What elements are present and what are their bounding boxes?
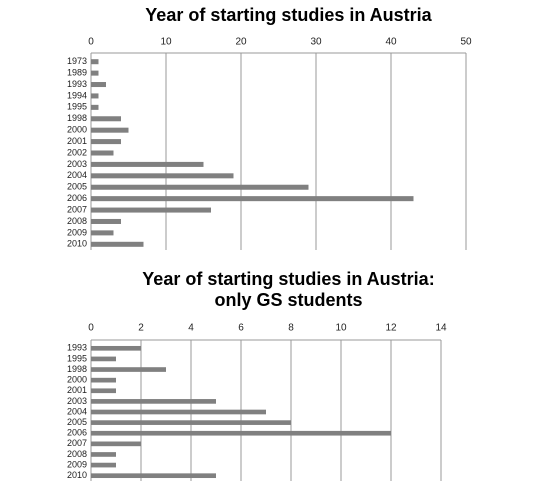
y-tick-label: 1993	[67, 79, 87, 89]
x-tick-label: 10	[160, 37, 172, 48]
bar	[91, 388, 116, 394]
bar	[91, 345, 141, 351]
y-tick-label: 1973	[67, 56, 87, 66]
y-tick-label: 2006	[67, 428, 87, 438]
y-tick-label: 1998	[67, 364, 87, 374]
x-tick-label: 12	[385, 323, 397, 334]
y-tick-label: 2007	[67, 204, 87, 214]
bar	[91, 196, 414, 202]
bar	[91, 161, 204, 167]
bar	[91, 367, 166, 372]
chart-title: Year of starting studies in Austria:	[142, 269, 434, 289]
x-tick-label: 0	[88, 37, 94, 48]
y-tick-label: 1993	[67, 343, 87, 353]
y-tick-label: 2008	[67, 449, 87, 459]
bar	[91, 70, 99, 76]
bar	[91, 420, 291, 425]
y-tick-label: 2000	[67, 125, 87, 135]
bar	[91, 184, 309, 190]
y-tick-label: 2004	[67, 406, 87, 416]
x-tick-label: 14	[435, 323, 447, 334]
bar	[91, 127, 129, 133]
x-tick-label: 6	[238, 323, 244, 334]
y-tick-label: 1995	[67, 102, 87, 112]
bar	[91, 399, 216, 404]
y-tick-label: 2002	[67, 147, 87, 157]
x-tick-label: 4	[188, 323, 194, 334]
y-tick-label: 2010	[67, 239, 87, 249]
x-tick-label: 8	[288, 323, 294, 334]
y-tick-label: 2003	[67, 396, 87, 406]
y-tick-label: 1998	[67, 113, 87, 123]
y-tick-label: 2009	[67, 227, 87, 237]
x-tick-label: 30	[310, 37, 322, 48]
bar	[91, 430, 391, 436]
y-tick-label: 2005	[67, 417, 87, 427]
bar	[91, 93, 99, 99]
bar	[91, 377, 116, 383]
bar	[91, 116, 121, 122]
bar	[91, 241, 144, 247]
y-tick-label: 2003	[67, 159, 87, 169]
bar	[91, 409, 266, 415]
bar	[91, 207, 211, 213]
y-tick-label: 2007	[67, 438, 87, 448]
y-tick-label: 1994	[67, 90, 87, 100]
bar	[91, 139, 121, 145]
y-tick-label: 2000	[67, 375, 87, 385]
y-tick-label: 2010	[67, 470, 87, 480]
y-tick-label: 2001	[67, 385, 87, 395]
x-tick-label: 2	[138, 323, 144, 334]
bar	[91, 104, 99, 110]
x-tick-label: 20	[235, 37, 247, 48]
bar	[91, 218, 121, 224]
bar	[91, 441, 141, 447]
chart-title: only GS students	[214, 290, 362, 310]
y-tick-label: 1989	[67, 67, 87, 77]
y-tick-label: 2008	[67, 216, 87, 226]
x-tick-label: 50	[460, 37, 472, 48]
bar	[91, 473, 216, 479]
bar	[91, 150, 114, 156]
x-tick-label: 0	[88, 323, 94, 334]
y-tick-label: 2004	[67, 170, 87, 180]
y-tick-label: 2001	[67, 136, 87, 146]
bar	[91, 462, 116, 468]
y-tick-label: 2009	[67, 459, 87, 469]
bar	[91, 230, 114, 236]
bar	[91, 356, 116, 362]
bar	[91, 173, 234, 179]
bar	[91, 82, 106, 88]
y-tick-label: 2006	[67, 193, 87, 203]
chart-title: Year of starting studies in Austria	[145, 5, 432, 25]
y-tick-label: 2005	[67, 182, 87, 192]
bar	[91, 452, 116, 457]
y-tick-label: 1995	[67, 353, 87, 363]
x-tick-label: 40	[385, 37, 397, 48]
x-tick-label: 10	[335, 323, 347, 334]
bar	[91, 59, 99, 65]
